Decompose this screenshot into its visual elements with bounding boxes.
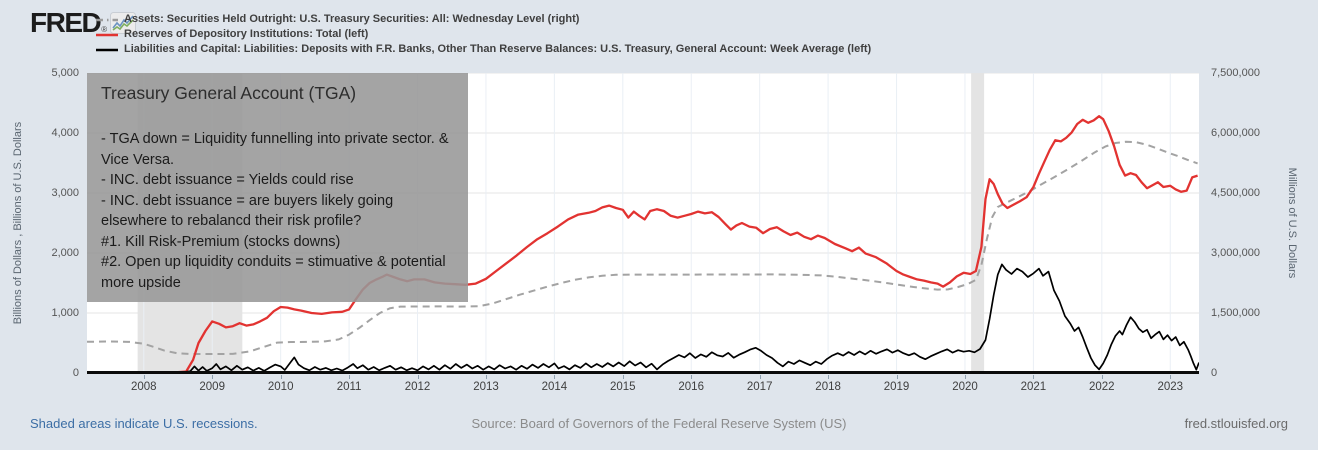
x-axis-year-label: 2010 (267, 381, 294, 393)
fred-site-link[interactable]: fred.stlouisfed.org (1184, 416, 1288, 431)
legend-red-line-swatch (96, 25, 118, 43)
x-axis-tick (1170, 375, 1172, 379)
annotation-title: Treasury General Account (TGA) (101, 83, 357, 103)
left-axis-tick-label: 1,000 (51, 307, 79, 319)
left-axis-tick-label: 0 (72, 367, 79, 379)
x-axis-year-label: 2019 (883, 381, 910, 393)
legend-dash-dot-swatch (96, 10, 118, 28)
x-axis-year-label: 2016 (678, 381, 704, 393)
x-axis-tick (486, 375, 487, 379)
fred-sparkline-icon (110, 12, 137, 39)
legend-black-line-swatch (96, 40, 118, 58)
series-line (86, 263, 1200, 374)
left-axis-tick-label: 5,000 (51, 67, 79, 79)
x-axis-year-label: 2013 (473, 381, 499, 393)
legend-label-tga: Liabilities and Capital: Liabilities: De… (124, 42, 872, 55)
legend-item-tga[interactable]: Liabilities and Capital: Liabilities: De… (96, 41, 871, 56)
x-axis-year-label: 2017 (746, 381, 773, 393)
x-axis-year-label: 2012 (404, 381, 431, 393)
x-axis-year-label: 2022 (1089, 381, 1115, 393)
x-axis-tick (1101, 375, 1103, 379)
right-axis-tick-label: 4,500,000 (1211, 187, 1260, 199)
legend-label-assets: Assets: Securities Held Outright: U.S. T… (124, 12, 580, 25)
x-axis-tick (280, 375, 282, 379)
series-line (86, 115, 1198, 374)
x-axis-year-label: 2011 (336, 381, 362, 393)
chart-plot-area[interactable]: Treasury General Account (TGA) - TGA dow… (86, 72, 1200, 374)
right-axis-tick-label: 3,000,000 (1211, 247, 1260, 259)
x-axis-year-label: 2021 (1020, 381, 1047, 393)
right-axis-tick-label: 1,500,000 (1211, 307, 1260, 319)
left-axis-tick-label: 3,000 (51, 187, 79, 199)
x-axis-tick (349, 375, 351, 379)
x-axis-year-label: 2023 (1157, 381, 1184, 393)
x-axis-tick (691, 375, 693, 379)
recession-band (971, 73, 985, 373)
x-axis-tick (554, 375, 556, 379)
right-axis-tick-label: 7,500,000 (1211, 67, 1260, 79)
series-line (86, 140, 1198, 355)
legend-label-reserves: Reserves of Depository Institutions: Tot… (124, 27, 369, 40)
right-axis-tick-label: 6,000,000 (1211, 127, 1260, 139)
chart-legend: Assets: Securities Held Outright: U.S. T… (96, 11, 871, 56)
legend-item-assets[interactable]: Assets: Securities Held Outright: U.S. T… (96, 11, 871, 26)
annotation-line: - INC. debt issuance = are buyers likely… (101, 192, 394, 230)
left-axis-tick-label: 2,000 (51, 247, 79, 259)
x-axis-tick (896, 375, 898, 379)
x-axis-tick (759, 375, 761, 379)
x-axis-year-label: 2020 (952, 381, 978, 393)
x-axis-tick (965, 375, 966, 379)
legend-item-reserves[interactable]: Reserves of Depository Institutions: Tot… (96, 26, 871, 41)
left-axis-tick-label: 4,000 (51, 127, 79, 139)
x-axis-labels: 2008 2009 2010 2011 2012 2013 2014 2015 2016 2017… (87, 375, 1199, 399)
right-axis-tick-label: 0 (1211, 367, 1218, 379)
x-axis-tick (143, 375, 145, 379)
x-axis-tick (828, 375, 830, 379)
x-axis-year-label: 2018 (815, 381, 841, 393)
x-axis-year-label: 2015 (610, 381, 636, 393)
annotation-box: Treasury General Account (TGA) - TGA dow… (87, 73, 468, 302)
x-axis-tick (1033, 375, 1035, 379)
left-axis-title: Billions of Dollars , Billions of U.S. D… (12, 121, 24, 325)
x-axis-year-label: 2014 (541, 381, 568, 393)
x-axis-tick (622, 375, 624, 379)
recession-note-link[interactable]: Shaded areas indicate U.S. recessions. (30, 416, 258, 431)
annotation-line: - INC. debt issuance = Yields could rise (101, 172, 354, 188)
x-axis-year-label: 2008 (131, 381, 157, 393)
x-axis-year-label: 2009 (199, 381, 225, 393)
fred-logo-registered-mark: ® (101, 25, 108, 34)
x-axis-tick (417, 375, 419, 379)
source-text: Source: Board of Governors of the Federa… (471, 416, 847, 431)
annotation-line: #2. Open up liquidity conduits = stimuat… (101, 254, 446, 291)
fred-logo[interactable]: FRED ® (30, 7, 137, 39)
fred-logo-text: FRED (30, 7, 102, 38)
annotation-line: - TGA down = Liquidity funnelling into p… (101, 131, 449, 168)
annotation-line: #1. Kill Risk-Premium (stocks downs) (101, 233, 341, 250)
right-axis-title: Millions of U.S. Dollars (1286, 167, 1298, 279)
x-axis-tick (212, 375, 214, 379)
x-axis-line (87, 371, 1199, 374)
chart-footer: Shaded areas indicate U.S. recessions. S… (0, 416, 1318, 436)
